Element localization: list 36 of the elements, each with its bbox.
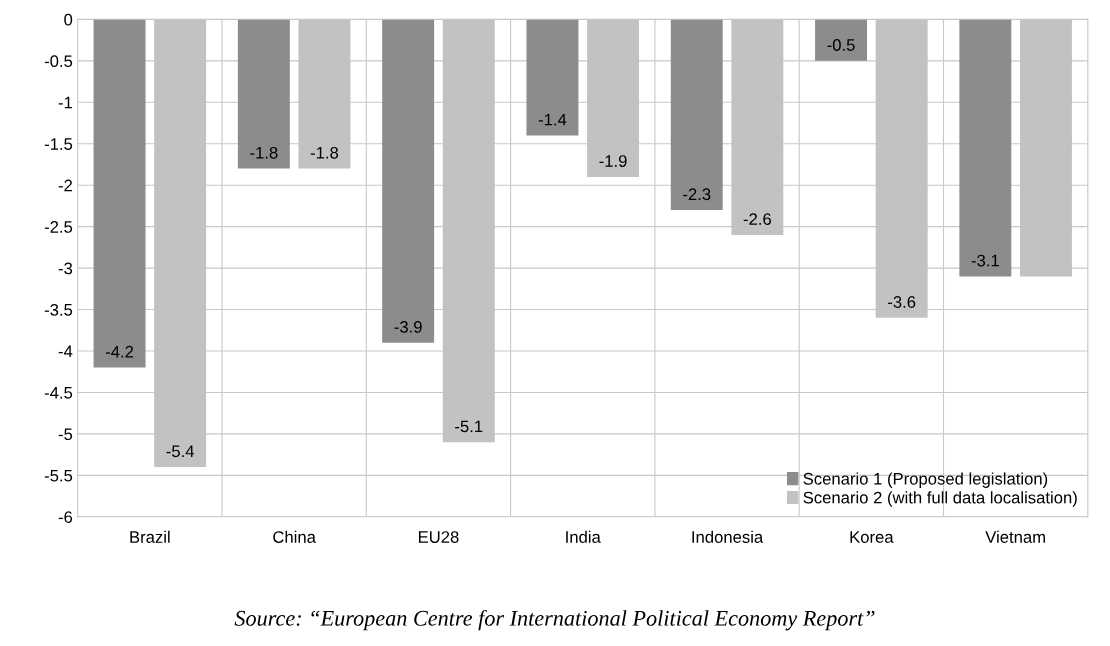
y-tick-label: -1.5 (44, 138, 73, 150)
data-label: -3.9 (394, 320, 422, 333)
y-tick-label: -3 (58, 262, 73, 275)
data-label: -5.1 (455, 420, 483, 433)
legend-label: Scenario 2 (with full data localisation) (803, 491, 1077, 507)
y-tick-label: -1 (58, 96, 73, 109)
x-tick-label: EU28 (418, 531, 459, 543)
y-tick-label: -4 (58, 345, 73, 358)
x-tick-label: Vietnam (985, 530, 1045, 543)
data-label: -2.3 (683, 188, 711, 201)
data-label: -1.4 (538, 113, 567, 126)
y-tick-label: 0 (64, 13, 73, 26)
y-tick-label: -4.5 (44, 387, 73, 399)
legend-label: Scenario 1 (Proposed legislation) (803, 472, 1048, 488)
y-tick-label: -2.5 (44, 221, 73, 233)
data-label: -5.4 (166, 445, 195, 458)
data-label: -1.8 (310, 146, 339, 159)
data-label: -0.5 (827, 39, 855, 51)
x-tick-label: Brazil (130, 530, 170, 543)
data-label: -4.2 (105, 345, 134, 358)
source-note: Source: “European Centre for International Political Economy Report” (234, 609, 875, 631)
y-tick-label: -3.5 (44, 303, 73, 316)
x-tick-label: India (566, 530, 601, 543)
y-tick-label: -2 (58, 179, 72, 192)
x-tick-label: China (273, 530, 316, 543)
y-tick-label: -0.5 (44, 55, 73, 68)
x-tick-label: Korea (850, 531, 894, 543)
y-tick-label: -5 (58, 428, 73, 441)
y-tick-label: -5.5 (44, 469, 73, 482)
data-label: -3.6 (888, 296, 916, 308)
data-label: -1.9 (599, 155, 627, 167)
data-label: -2.6 (743, 213, 771, 225)
data-label: -1.8 (250, 146, 278, 159)
y-tick-label: -6 (58, 511, 73, 523)
x-tick-label: Indonesia (692, 530, 764, 543)
data-label: -3.1 (971, 254, 999, 267)
